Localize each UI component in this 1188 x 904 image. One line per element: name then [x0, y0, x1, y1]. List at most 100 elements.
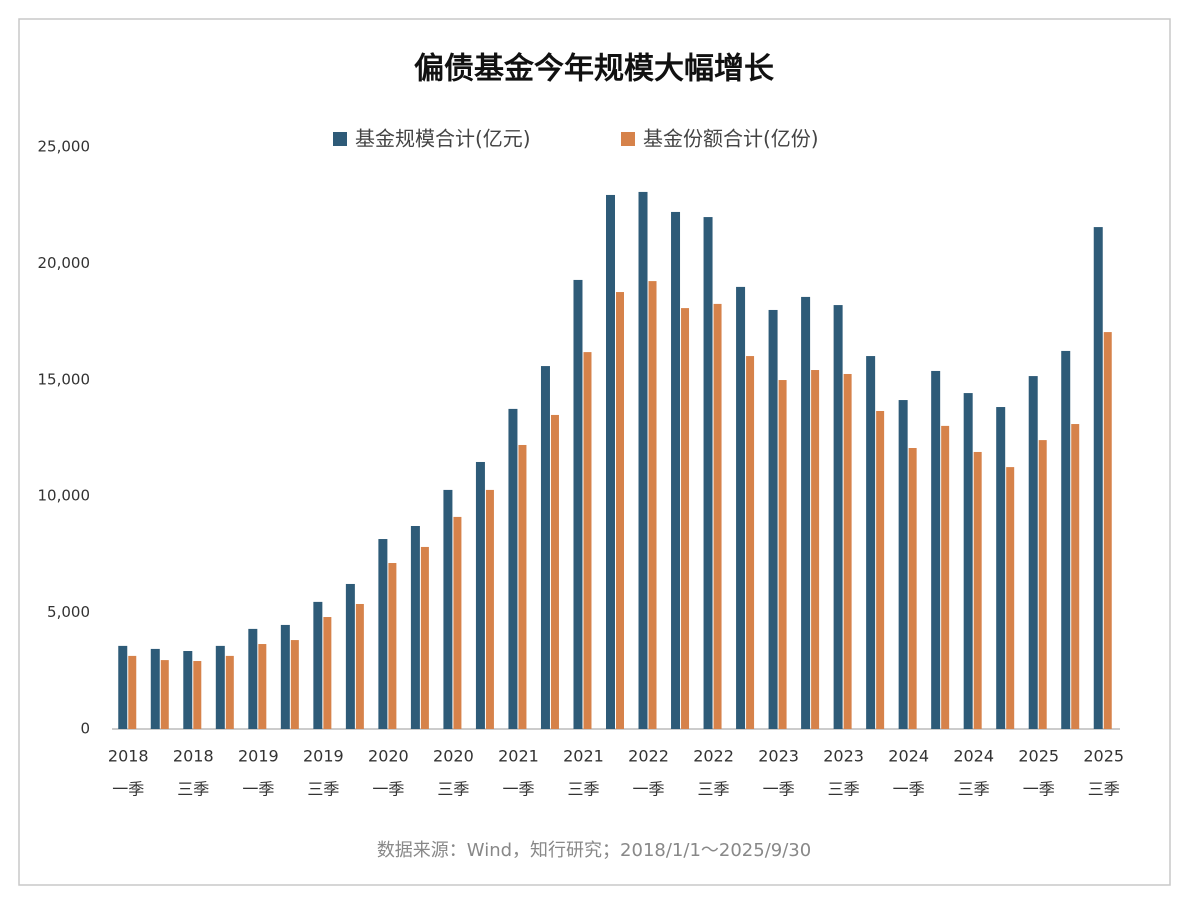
bar: [1028, 376, 1038, 729]
y-tick-label: 15,000: [38, 370, 91, 388]
bar: [388, 563, 397, 729]
bar: [518, 444, 527, 729]
bar: [410, 525, 420, 729]
legend-label: 基金规模合计(亿元): [355, 127, 531, 151]
y-tick-label: 0: [80, 720, 90, 738]
bar: [420, 546, 429, 729]
bar: [345, 583, 355, 729]
bar: [801, 296, 811, 729]
bar: [606, 194, 615, 730]
bar: [453, 516, 462, 729]
bar: [996, 407, 1006, 729]
bar: [703, 217, 713, 729]
bar: [280, 624, 290, 729]
bar: [193, 661, 202, 729]
x-tick-label: 一季: [633, 780, 665, 799]
x-tick-label: 三季: [1088, 780, 1120, 799]
bar: [648, 281, 657, 729]
bar: [963, 393, 973, 729]
bar: [290, 640, 299, 729]
bar: [746, 356, 755, 729]
bar: [443, 489, 453, 729]
x-tick-label: 2023: [758, 747, 799, 766]
bar: [833, 305, 843, 729]
bar: [355, 603, 364, 729]
x-tick-label: 三季: [567, 780, 599, 799]
x-tick-label: 一季: [763, 780, 795, 799]
x-tick-label: 三季: [828, 780, 860, 799]
bar: [898, 400, 908, 729]
bar: [160, 660, 169, 729]
bar: [638, 191, 648, 729]
x-tick-label: 一季: [242, 780, 274, 799]
x-tick-label: 2018: [108, 747, 149, 766]
bar: [378, 539, 388, 729]
bar: [485, 489, 494, 729]
x-tick-label: 三季: [958, 780, 990, 799]
x-tick-label: 一季: [893, 780, 925, 799]
x-tick-label: 一季: [372, 780, 404, 799]
bar: [313, 601, 323, 729]
y-tick-label: 20,000: [38, 254, 91, 272]
bar: [1061, 350, 1071, 729]
x-tick-label: 2025: [1083, 747, 1124, 766]
bar: [225, 655, 234, 729]
x-tick-label: 2025: [1018, 747, 1059, 766]
bar: [150, 648, 160, 729]
chart-title: 偏债基金今年规模大幅增长: [414, 52, 774, 87]
x-tick-label: 2020: [368, 747, 409, 766]
bar: [475, 461, 485, 729]
bar: [215, 645, 225, 729]
x-tick-label: 一季: [1023, 780, 1055, 799]
bar: [1103, 332, 1112, 729]
y-tick-label: 25,000: [38, 138, 91, 156]
x-tick-label: 2024: [888, 747, 929, 766]
bar: [931, 370, 941, 729]
bar: [1071, 424, 1080, 729]
bar: [1093, 227, 1103, 730]
y-tick-label: 10,000: [38, 487, 91, 505]
x-tick-label: 三季: [177, 780, 209, 799]
legend-label: 基金份额合计(亿份): [643, 127, 819, 151]
x-tick-label: 2020: [433, 747, 474, 766]
bar: [811, 370, 820, 729]
bar: [183, 651, 193, 729]
bar: [768, 309, 778, 729]
x-tick-label: 2022: [628, 747, 669, 766]
x-tick-label: 2019: [303, 747, 344, 766]
x-tick-label: 2018: [173, 747, 214, 766]
x-tick-label: 一季: [502, 780, 534, 799]
bar: [508, 408, 518, 729]
bar: [573, 279, 583, 729]
x-tick-label: 三季: [698, 780, 730, 799]
bar: [248, 628, 258, 729]
bar: [876, 410, 885, 729]
bar: [671, 211, 681, 730]
bar: [908, 448, 917, 729]
x-tick-label: 三季: [307, 780, 339, 799]
legend-swatch: [333, 132, 347, 146]
bar: [616, 292, 624, 729]
bar: [550, 414, 559, 729]
legend-swatch: [621, 132, 635, 146]
x-tick-label: 2021: [563, 747, 604, 766]
bar: [866, 356, 876, 729]
x-tick-label: 2022: [693, 747, 734, 766]
bar: [128, 655, 137, 729]
bar: [941, 425, 950, 729]
x-tick-label: 2019: [238, 747, 279, 766]
bar: [1006, 467, 1015, 729]
bar: [681, 308, 690, 729]
bar: [1038, 440, 1047, 729]
x-tick-label: 2023: [823, 747, 864, 766]
bar: [118, 645, 128, 729]
bar: [323, 617, 332, 729]
x-tick-label: 三季: [437, 780, 469, 799]
bar: [713, 303, 722, 729]
x-tick-label: 一季: [112, 780, 144, 799]
source-note: 数据来源：Wind，知行研究；2018/1/1～2025/9/30: [377, 840, 811, 861]
bar: [843, 373, 852, 729]
bar: [258, 644, 267, 729]
bar: [583, 352, 592, 729]
